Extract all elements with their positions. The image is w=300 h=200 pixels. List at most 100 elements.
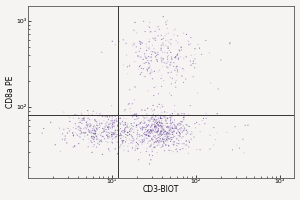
Point <box>79 132 84 135</box>
Point <box>192 57 197 60</box>
Point <box>158 77 163 80</box>
Point <box>193 62 198 65</box>
Point <box>117 134 122 137</box>
Point <box>175 34 180 37</box>
Point <box>158 129 163 132</box>
Point <box>119 136 124 139</box>
Point <box>171 143 176 147</box>
Point <box>169 94 174 97</box>
Point <box>165 117 170 120</box>
Point <box>67 116 72 119</box>
Point <box>181 116 186 119</box>
Point <box>117 134 122 137</box>
Point <box>154 122 159 125</box>
Point <box>133 85 137 89</box>
Point <box>95 124 100 127</box>
Point <box>105 120 110 124</box>
Point <box>61 110 66 114</box>
Point <box>147 21 152 24</box>
Point <box>156 142 161 146</box>
Point <box>122 117 126 120</box>
Point <box>199 53 204 56</box>
Point <box>176 122 180 125</box>
Point <box>135 129 140 132</box>
Point <box>119 134 124 137</box>
Point <box>176 112 181 116</box>
Point <box>136 116 141 119</box>
Point <box>153 114 158 117</box>
Point <box>152 146 156 149</box>
Point <box>166 47 170 50</box>
Point <box>176 139 181 142</box>
Point <box>134 45 139 48</box>
Point <box>145 115 149 119</box>
Point <box>84 123 89 126</box>
Point <box>125 131 130 134</box>
Point <box>163 143 168 146</box>
Point <box>92 132 96 135</box>
Point <box>164 139 168 142</box>
Point <box>87 131 92 134</box>
Point <box>153 39 158 42</box>
Point <box>116 124 120 127</box>
Point <box>106 125 110 128</box>
Point <box>72 144 77 148</box>
Point <box>160 122 165 125</box>
Point <box>85 124 90 128</box>
Point <box>167 116 172 119</box>
Point <box>100 135 105 138</box>
Point <box>149 131 154 135</box>
Point <box>144 133 148 136</box>
Point <box>139 71 144 74</box>
Point <box>170 138 175 141</box>
Point <box>176 130 181 133</box>
Point <box>167 133 171 136</box>
Point <box>41 127 46 130</box>
Point <box>146 25 151 28</box>
Point <box>155 140 160 143</box>
Point <box>76 117 81 120</box>
Point <box>168 140 173 143</box>
Point <box>100 122 104 125</box>
Point <box>202 122 207 125</box>
Point <box>237 147 242 150</box>
Point <box>118 123 123 126</box>
Point <box>152 108 157 112</box>
Point <box>164 137 169 140</box>
Point <box>89 123 94 127</box>
Point <box>76 125 81 128</box>
Point <box>86 112 91 116</box>
Point <box>149 117 154 121</box>
Point <box>105 126 110 129</box>
Point <box>171 127 176 130</box>
Point <box>161 44 166 47</box>
Point <box>165 131 170 134</box>
Point <box>63 134 68 138</box>
Point <box>115 152 120 155</box>
Point <box>160 74 164 77</box>
Point <box>144 116 148 120</box>
Point <box>135 142 140 145</box>
Point <box>158 124 163 127</box>
Point <box>124 117 129 120</box>
Point <box>138 121 143 124</box>
Point <box>106 125 111 128</box>
Point <box>112 137 117 140</box>
Point <box>182 127 187 130</box>
Point <box>149 50 154 53</box>
Point <box>178 122 183 125</box>
Point <box>170 131 175 134</box>
Point <box>164 133 169 136</box>
Point <box>127 133 132 136</box>
Point <box>92 128 97 132</box>
Point <box>122 123 127 127</box>
Point <box>127 126 132 129</box>
Point <box>48 121 53 124</box>
Point <box>118 117 123 120</box>
Point <box>127 64 132 67</box>
Point <box>184 33 189 36</box>
Point <box>154 120 159 123</box>
Point <box>175 64 179 67</box>
Point <box>148 129 153 132</box>
Point <box>114 137 118 141</box>
